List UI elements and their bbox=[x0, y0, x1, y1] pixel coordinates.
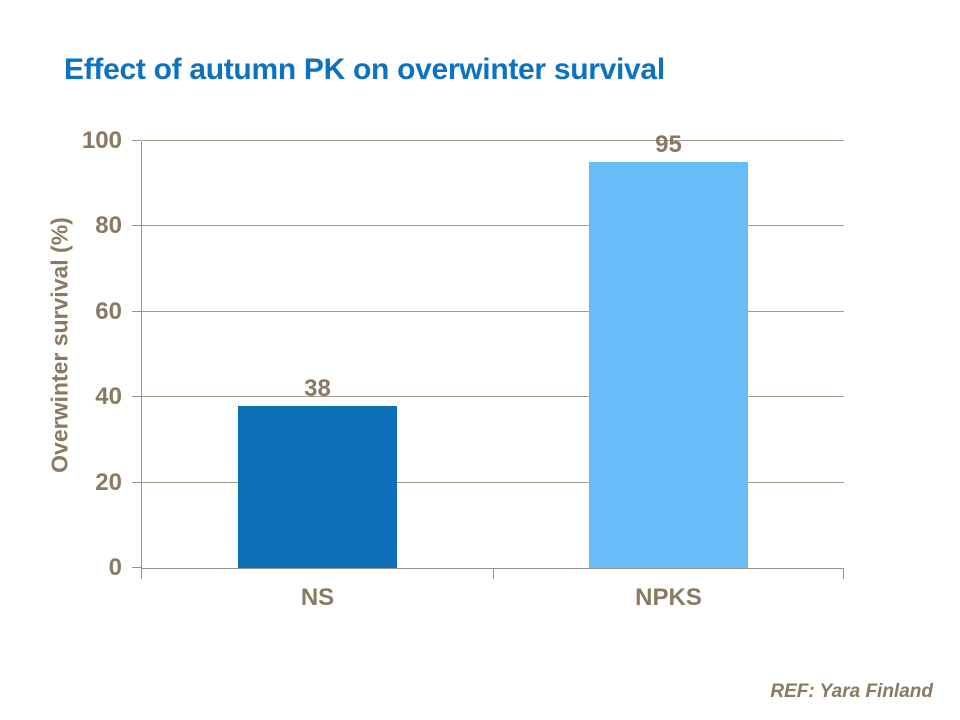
y-tick-mark-80 bbox=[132, 225, 141, 227]
bar-ns bbox=[238, 405, 397, 568]
y-axis-title: Overwinter survival (%) bbox=[46, 217, 73, 473]
chart-title: Effect of autumn PK on overwinter surviv… bbox=[64, 53, 665, 86]
y-tick-mark-100 bbox=[132, 140, 141, 141]
y-tick-mark-60 bbox=[132, 310, 141, 312]
y-tick-mark-20 bbox=[132, 481, 141, 483]
x-category-label-ns: NS bbox=[300, 584, 335, 611]
bar-value-npks: 95 bbox=[655, 131, 682, 159]
y-tick-label-100: 100 bbox=[81, 127, 122, 154]
plot-area: 0 20 40 60 80 100 38 NS 95 NPKS bbox=[82, 129, 844, 610]
y-tick-label-0: 0 bbox=[108, 554, 122, 581]
y-tick-label-60: 60 bbox=[95, 297, 122, 325]
y-tick-label-80: 80 bbox=[95, 212, 122, 240]
gridline-40 bbox=[142, 396, 844, 398]
bar-value-ns: 38 bbox=[304, 374, 331, 402]
x-category-label-npks: NPKS bbox=[635, 584, 702, 611]
x-tick-mark-2 bbox=[843, 568, 844, 579]
x-tick-mark-1 bbox=[493, 568, 494, 579]
reference-note: REF: Yara Finland bbox=[770, 681, 933, 702]
bar-npks bbox=[589, 162, 748, 568]
x-tick-mark-0 bbox=[141, 568, 142, 579]
y-tick-label-40: 40 bbox=[95, 383, 122, 411]
y-tick-mark-0 bbox=[132, 567, 141, 568]
gridline-80 bbox=[142, 225, 844, 227]
gridline-60 bbox=[142, 310, 844, 312]
gridline-20 bbox=[142, 481, 844, 483]
y-tick-mark-40 bbox=[132, 396, 141, 398]
y-tick-label-20: 20 bbox=[95, 468, 122, 496]
gridline-100 bbox=[142, 140, 844, 141]
